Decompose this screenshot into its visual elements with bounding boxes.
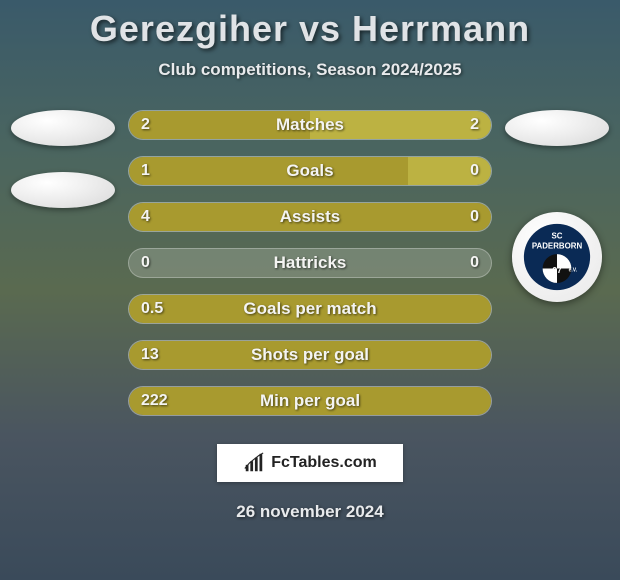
svg-text:e.V.: e.V. [569, 267, 578, 273]
stat-value-right: 0 [470, 254, 479, 272]
right-club-badge: SC PADERBORN 07 e.V. [512, 212, 602, 302]
stat-label: Assists [280, 207, 340, 227]
stat-bar-left-fill [129, 157, 408, 185]
stat-value-left: 222 [141, 392, 168, 410]
stat-value-left: 2 [141, 116, 150, 134]
stat-row: 1 Goals 0 [128, 156, 492, 186]
svg-text:SC: SC [552, 231, 563, 240]
svg-text:07: 07 [552, 265, 562, 275]
stat-label: Min per goal [260, 391, 360, 411]
left-player-badge-2 [11, 172, 115, 208]
stat-value-right: 0 [470, 208, 479, 226]
right-player-badge [505, 110, 609, 146]
stat-row: 4 Assists 0 [128, 202, 492, 232]
stat-value-right: 0 [470, 162, 479, 180]
stat-value-left: 1 [141, 162, 150, 180]
stat-row: 0.5 Goals per match [128, 294, 492, 324]
content-wrapper: Gerezgiher vs Herrmann Club competitions… [0, 0, 620, 580]
left-side [0, 110, 120, 208]
date-label: 26 november 2024 [236, 502, 383, 522]
stat-label: Goals per match [243, 299, 376, 319]
svg-text:PADERBORN: PADERBORN [532, 241, 583, 250]
stat-label: Matches [276, 115, 344, 135]
fctables-logo[interactable]: FcTables.com [217, 444, 403, 482]
stats-bars: 2 Matches 2 1 Goals 0 4 Assists 0 0 Hattricks 0 0.5 G… [120, 110, 500, 416]
stat-label: Shots per goal [251, 345, 369, 365]
stat-value-left: 0 [141, 254, 150, 272]
stat-value-left: 13 [141, 346, 159, 364]
fctables-logo-text: FcTables.com [271, 454, 377, 472]
stat-value-left: 4 [141, 208, 150, 226]
page-title: Gerezgiher vs Herrmann [90, 8, 530, 50]
chart-icon [243, 452, 265, 474]
right-side: SC PADERBORN 07 e.V. [500, 110, 620, 302]
stat-value-left: 0.5 [141, 300, 163, 318]
page-subtitle: Club competitions, Season 2024/2025 [158, 60, 461, 80]
stat-row: 2 Matches 2 [128, 110, 492, 140]
stat-value-right: 2 [470, 116, 479, 134]
paderborn-logo-icon: SC PADERBORN 07 e.V. [521, 221, 593, 293]
stat-label: Hattricks [274, 253, 347, 273]
stat-row: 222 Min per goal [128, 386, 492, 416]
main-row: 2 Matches 2 1 Goals 0 4 Assists 0 0 Hattricks 0 0.5 G… [0, 110, 620, 416]
stat-label: Goals [286, 161, 333, 181]
left-player-badge-1 [11, 110, 115, 146]
stat-row: 13 Shots per goal [128, 340, 492, 370]
stat-row: 0 Hattricks 0 [128, 248, 492, 278]
